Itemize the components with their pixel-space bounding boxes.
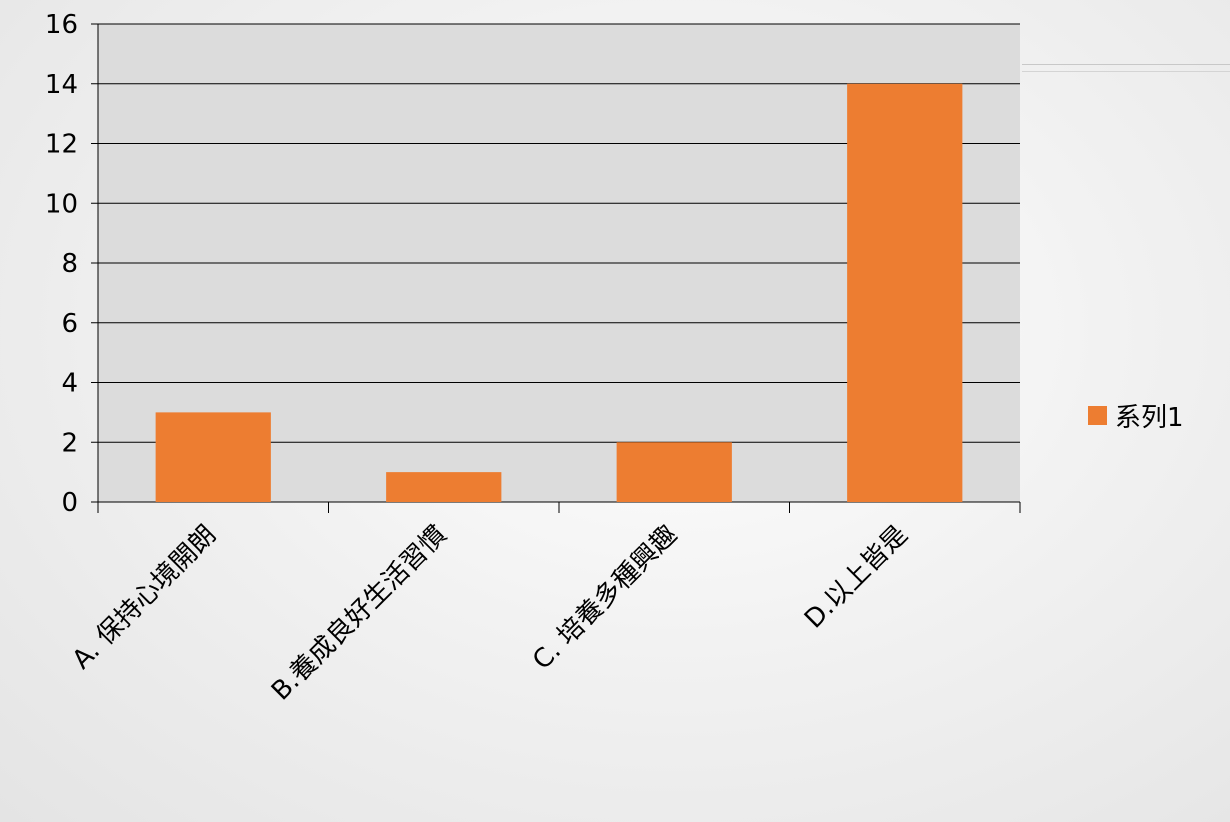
bar-3 bbox=[616, 442, 732, 502]
y-tick-label: 0 bbox=[61, 488, 78, 518]
legend-swatch-series-1 bbox=[1088, 405, 1107, 425]
chart-legend: 系列1 bbox=[1088, 400, 1184, 433]
y-tick-label: 6 bbox=[61, 309, 78, 339]
x-category-label: D.以上皆是 bbox=[799, 520, 914, 635]
y-tick-label: 14 bbox=[45, 70, 78, 100]
y-tick-label: 4 bbox=[61, 369, 78, 399]
y-tick-label: 10 bbox=[45, 189, 78, 219]
x-category-label: A. 保持心境開朗 bbox=[67, 520, 222, 675]
bar-1 bbox=[155, 412, 271, 502]
y-tick-label: 16 bbox=[45, 10, 78, 40]
y-tick-label: 2 bbox=[61, 428, 78, 458]
slide-decoration-line bbox=[1022, 64, 1230, 72]
x-category-label: B.養成良好生活習慣 bbox=[266, 520, 453, 707]
bar-4 bbox=[847, 83, 963, 502]
bar-2 bbox=[386, 472, 502, 502]
y-tick-label: 8 bbox=[61, 249, 78, 279]
legend-label-series-1: 系列1 bbox=[1115, 402, 1184, 433]
x-category-label: C. 培養多種興趣 bbox=[527, 520, 683, 676]
y-tick-label: 12 bbox=[45, 130, 78, 160]
